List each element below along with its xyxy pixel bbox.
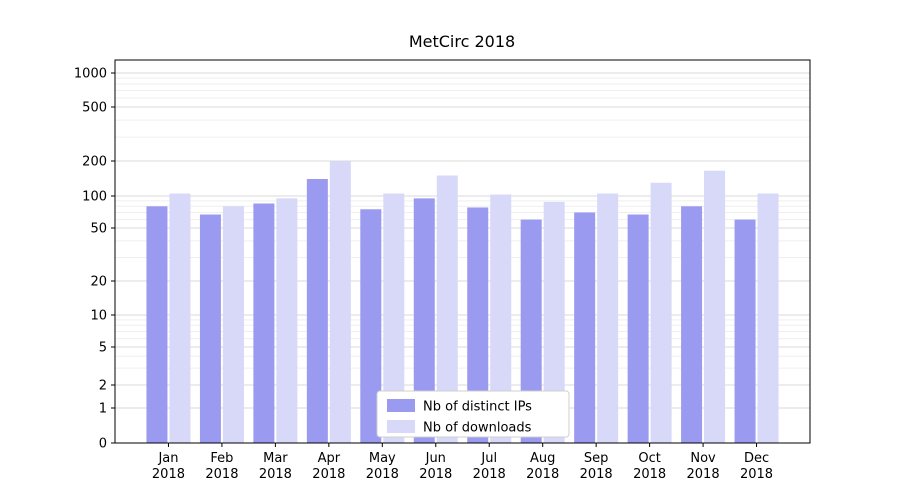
- axes-layer: 0 1 2 5 10 20 50 100 200 500 1000 Jan 2018 Feb 2018 Mar…: [74, 59, 811, 482]
- y-tick-label: 2: [99, 379, 107, 394]
- bar-downloads: [276, 198, 298, 443]
- y-tick-label: 0: [99, 437, 107, 452]
- chart-title: MetCirc 2018: [409, 32, 515, 51]
- x-tick-label: Jun 2018: [419, 451, 452, 482]
- y-tick-label: 20: [90, 275, 107, 290]
- legend-swatch: [387, 399, 415, 412]
- x-tick-label: Jul 2018: [473, 451, 506, 482]
- legend-label: Nb of downloads: [423, 421, 532, 436]
- bar-distinct-ips: [306, 179, 328, 443]
- bar-downloads: [490, 194, 512, 443]
- x-tick-label: Jan 2018: [152, 451, 185, 482]
- x-tick-label: Feb 2018: [205, 451, 238, 482]
- y-tick-label: 500: [82, 101, 107, 116]
- bar-distinct-ips: [199, 214, 221, 443]
- legend-swatch: [387, 420, 415, 433]
- bars-layer: [146, 161, 779, 444]
- x-tick-label: Sep 2018: [580, 451, 613, 482]
- y-tick-label: 1: [99, 402, 107, 417]
- legend-label: Nb of distinct IPs: [423, 400, 532, 415]
- y-tick-label: 50: [90, 222, 107, 237]
- x-tick-label: Apr 2018: [312, 451, 345, 482]
- y-tick-label: 5: [99, 341, 107, 356]
- legend-box: [376, 390, 570, 438]
- bar-downloads: [329, 161, 351, 443]
- bar-distinct-ips: [734, 219, 756, 443]
- bar-downloads: [169, 193, 191, 443]
- bar-downloads: [597, 193, 619, 443]
- x-tick-label: Dec 2018: [740, 451, 773, 482]
- bar-downloads: [543, 201, 565, 443]
- bar-downloads: [436, 175, 458, 443]
- bar-downloads: [383, 193, 405, 443]
- bar-downloads: [757, 193, 779, 443]
- bar-distinct-ips: [627, 214, 649, 443]
- bar-downloads: [704, 170, 726, 443]
- y-tick-label: 200: [82, 155, 107, 170]
- x-tick-label: Oct 2018: [633, 451, 666, 482]
- plot-border: [114, 59, 811, 444]
- bar-downloads: [222, 206, 244, 443]
- bar-distinct-ips: [413, 198, 435, 443]
- bar-distinct-ips: [253, 203, 275, 443]
- bar-distinct-ips: [360, 209, 382, 443]
- x-tick-label: Aug 2018: [526, 451, 559, 482]
- legend-layer: Nb of distinct IPs Nb of downloads: [376, 390, 570, 438]
- bar-distinct-ips: [574, 212, 596, 443]
- bar-distinct-ips: [467, 207, 489, 443]
- y-tick-label: 10: [90, 309, 107, 324]
- bar-downloads: [650, 182, 672, 444]
- y-tick-label: 100: [82, 190, 107, 205]
- bar-distinct-ips: [520, 219, 542, 443]
- x-tick-label: Nov 2018: [687, 451, 720, 482]
- x-tick-label: Mar 2018: [259, 451, 292, 482]
- y-tick-label: 1000: [74, 67, 107, 82]
- bar-distinct-ips: [146, 206, 168, 443]
- bar-distinct-ips: [681, 206, 703, 443]
- x-tick-label: May 2018: [366, 451, 399, 482]
